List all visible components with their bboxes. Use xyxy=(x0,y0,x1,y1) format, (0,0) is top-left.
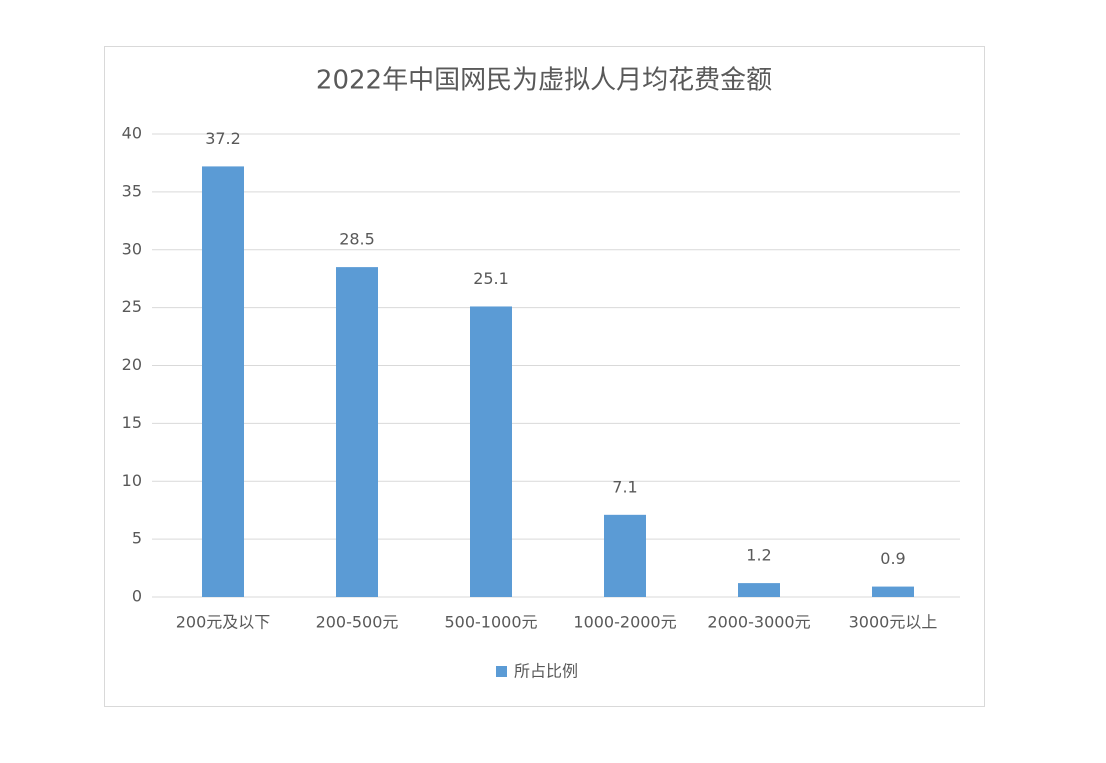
y-tick-label: 5 xyxy=(132,529,142,548)
bar xyxy=(336,267,378,597)
bar xyxy=(738,583,780,597)
data-label: 7.1 xyxy=(612,477,637,496)
data-label: 37.2 xyxy=(205,129,241,148)
bar xyxy=(604,514,646,597)
legend-swatch xyxy=(496,666,507,677)
y-tick-label: 25 xyxy=(122,297,142,316)
x-tick-label: 1000-2000元 xyxy=(573,613,676,632)
y-tick-label: 10 xyxy=(122,471,142,490)
y-tick-label: 20 xyxy=(122,355,142,374)
y-tick-label: 30 xyxy=(122,239,142,258)
x-tick-label: 200元及以下 xyxy=(176,613,271,632)
data-label: 0.9 xyxy=(880,549,905,568)
data-label: 25.1 xyxy=(473,269,509,288)
y-tick-label: 15 xyxy=(122,413,142,432)
y-tick-label: 0 xyxy=(132,587,142,606)
y-tick-label: 40 xyxy=(122,124,142,143)
bar xyxy=(470,306,512,597)
x-tick-label: 2000-3000元 xyxy=(707,613,810,632)
bar xyxy=(202,166,244,597)
x-tick-label: 500-1000元 xyxy=(444,613,537,632)
data-label: 1.2 xyxy=(746,546,771,565)
bar xyxy=(872,586,914,597)
data-label: 28.5 xyxy=(339,230,375,249)
legend-label: 所占比例 xyxy=(514,662,578,681)
x-tick-label: 200-500元 xyxy=(316,613,399,632)
chart-title: 2022年中国网民为虚拟人月均花费金额 xyxy=(316,66,772,96)
x-tick-label: 3000元以上 xyxy=(849,613,938,632)
y-tick-label: 35 xyxy=(122,181,142,200)
